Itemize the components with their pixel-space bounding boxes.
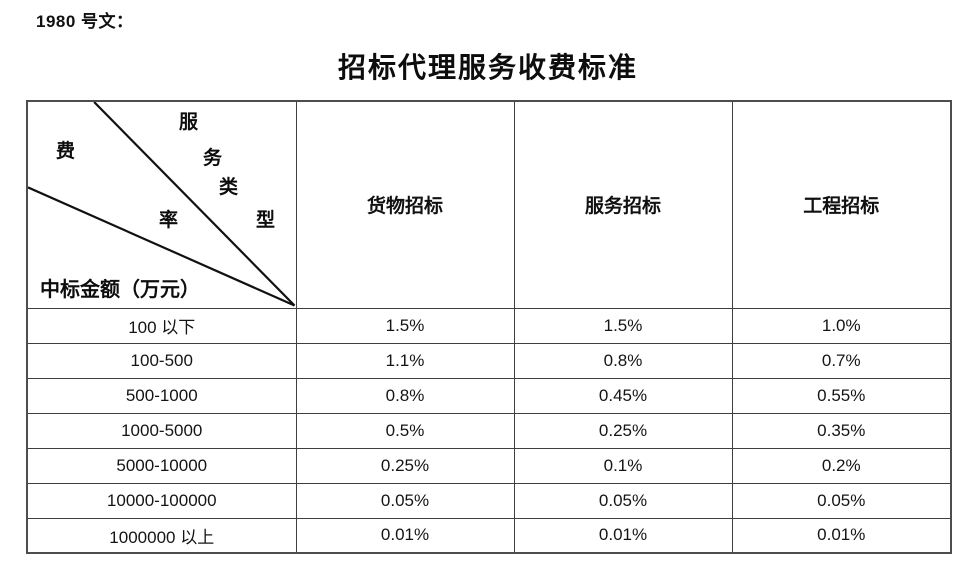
corner-amount-label: 中标金额（万元） [40, 279, 200, 301]
corner-type-char: 服 [179, 112, 199, 133]
diagonal-split-lines-icon [28, 102, 295, 307]
amount-range-cell: 10000-100000 [26, 482, 297, 519]
column-header-goods-bidding: 货物招标 [295, 100, 515, 309]
fee-value-cell: 0.7% [731, 342, 952, 379]
fee-value-cell: 1.5% [513, 307, 733, 344]
fee-value-cell: 0.2% [731, 447, 952, 484]
amount-range-cell: 500-1000 [26, 377, 297, 414]
fee-value-cell: 1.5% [295, 307, 515, 344]
table-row: 500-1000 0.8% 0.45% 0.55% [26, 377, 952, 414]
page-title: 招标代理服务收费标准 [337, 53, 638, 84]
fee-value-cell: 0.01% [513, 517, 733, 554]
table-row: 100-500 1.1% 0.8% 0.7% [26, 342, 952, 379]
fee-value-cell: 0.35% [731, 412, 952, 449]
table-header-row: 服 务 类 型 费 率 中标金额（万元） 货物招标 服务招标 工程招标 [26, 100, 952, 309]
corner-rate-char: 费 [56, 141, 76, 162]
corner-type-char: 类 [219, 177, 239, 198]
amount-range-cell: 1000000 以上 [26, 517, 297, 554]
fee-value-cell: 1.0% [731, 307, 952, 344]
fee-value-cell: 0.05% [513, 482, 733, 519]
amount-range-cell: 100-500 [26, 342, 297, 379]
fee-value-cell: 0.25% [295, 447, 515, 484]
fee-value-cell: 0.05% [731, 482, 952, 519]
corner-type-char: 务 [203, 148, 223, 169]
corner-type-char: 型 [256, 210, 276, 231]
column-header-engineering-bidding: 工程招标 [731, 100, 952, 309]
table-row: 100 以下 1.5% 1.5% 1.0% [26, 307, 952, 344]
doc-ref-label: 1980 号文： [36, 12, 134, 31]
fee-value-cell: 0.01% [731, 517, 952, 554]
fee-value-cell: 0.8% [513, 342, 733, 379]
fee-value-cell: 0.25% [513, 412, 733, 449]
fee-value-cell: 1.1% [295, 342, 515, 379]
amount-range-cell: 5000-10000 [26, 447, 297, 484]
corner-rate-char: 率 [159, 210, 179, 231]
table-row: 5000-10000 0.25% 0.1% 0.2% [26, 447, 952, 484]
fee-standard-table: 服 务 类 型 费 率 中标金额（万元） 货物招标 服务招标 工程招标 100 … [26, 100, 952, 554]
fee-value-cell: 0.01% [295, 517, 515, 554]
fee-value-cell: 0.1% [513, 447, 733, 484]
amount-range-cell: 100 以下 [26, 307, 297, 344]
fee-value-cell: 0.45% [513, 377, 733, 414]
fee-value-cell: 0.8% [295, 377, 515, 414]
fee-value-cell: 0.55% [731, 377, 952, 414]
table-row: 1000-5000 0.5% 0.25% 0.35% [26, 412, 952, 449]
amount-range-cell: 1000-5000 [26, 412, 297, 449]
table-row: 1000000 以上 0.01% 0.01% 0.01% [26, 517, 952, 554]
fee-value-cell: 0.05% [295, 482, 515, 519]
table-row: 10000-100000 0.05% 0.05% 0.05% [26, 482, 952, 519]
diagonal-corner-cell: 服 务 类 型 费 率 中标金额（万元） [26, 100, 297, 309]
fee-value-cell: 0.5% [295, 412, 515, 449]
column-header-service-bidding: 服务招标 [513, 100, 733, 309]
